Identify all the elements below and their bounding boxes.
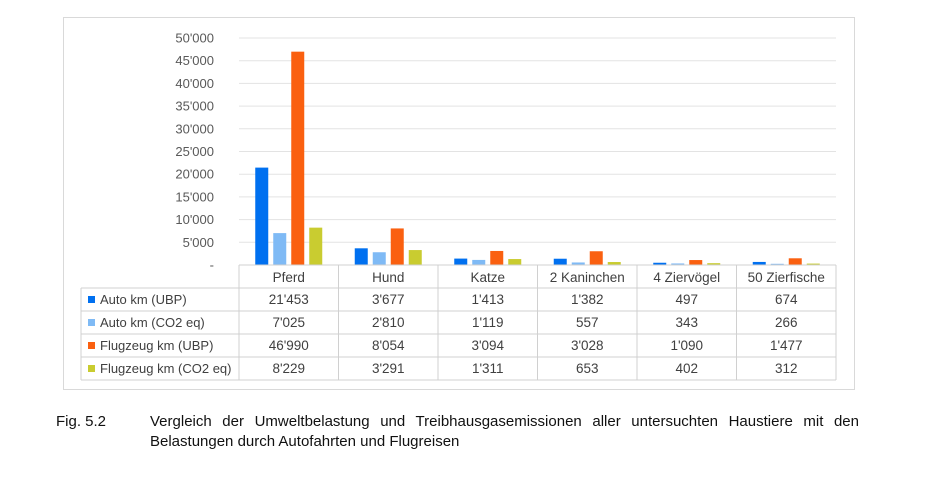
data-table-value: 1'119	[472, 315, 504, 330]
bar-2	[472, 259, 486, 265]
caption-text: Vergleich der Umweltbelastung und Treibh…	[150, 413, 859, 450]
legend-label: Auto km (UBP)	[100, 292, 187, 307]
y-tick-label: 50'000	[175, 31, 214, 46]
data-table-value: 3'291	[372, 361, 405, 376]
bar-4	[508, 259, 522, 265]
data-table-value: 312	[775, 361, 798, 376]
data-table-value: 1'413	[471, 292, 504, 307]
legend-swatch	[88, 365, 95, 372]
data-table-value: 21'453	[269, 292, 309, 307]
legend-swatch	[88, 319, 95, 326]
chart-frame: - 5'000 10'000 15'000 20'000 25'000 30'000 35'0…	[63, 17, 855, 390]
y-tick-label: 35'000	[175, 99, 214, 114]
figure-label: Fig. 5.2	[56, 413, 107, 430]
y-tick-label: 15'000	[175, 189, 214, 204]
bar-4	[309, 227, 323, 265]
data-table-value: 653	[576, 361, 599, 376]
legend-label: Auto km (CO2 eq)	[100, 315, 205, 330]
bar-1	[255, 167, 269, 265]
data-table-value: 46'990	[269, 338, 309, 353]
y-tick-label: 45'000	[175, 53, 214, 68]
y-tick-label: 5'000	[183, 235, 214, 250]
bar-chart: - 5'000 10'000 15'000 20'000 25'000 30'000 35'0…	[80, 31, 837, 381]
y-tick-label: 25'000	[175, 144, 214, 159]
data-table-value: 1'477	[770, 338, 803, 353]
bar-3	[689, 260, 703, 265]
legend-label: Flugzeug km (UBP)	[100, 338, 213, 353]
data-table-value: 7'025	[272, 315, 305, 330]
bar-4	[707, 263, 721, 265]
legend-swatch	[88, 342, 95, 349]
bar-2	[671, 263, 685, 265]
bar-1	[553, 258, 567, 265]
data-table-value: 497	[675, 292, 698, 307]
bar-3	[390, 228, 404, 265]
bar-1	[354, 248, 368, 265]
category-label: Hund	[372, 270, 404, 285]
bar-3	[490, 250, 504, 265]
category-label: Pferd	[273, 270, 305, 285]
y-tick-label: 10'000	[175, 212, 214, 227]
y-tick-label: 40'000	[175, 76, 214, 91]
bar-3	[788, 258, 802, 265]
bar-2	[770, 263, 784, 265]
bar-1	[454, 258, 468, 265]
data-table-value: 3'028	[571, 338, 604, 353]
y-tick-label: 20'000	[175, 167, 214, 182]
category-label: Katze	[470, 270, 505, 285]
bar-4	[408, 250, 422, 265]
bar-2	[273, 233, 287, 265]
bar-1	[653, 262, 667, 265]
category-label: 4 Ziervögel	[653, 270, 720, 285]
data-table-value: 1'311	[472, 361, 504, 376]
bar-2	[372, 252, 386, 265]
bar-2	[571, 262, 585, 265]
data-table-value: 1'090	[670, 338, 703, 353]
bar-3	[589, 251, 603, 265]
y-tick-label: -	[210, 258, 214, 273]
category-label: 50 Zierfische	[748, 270, 825, 285]
data-table-value: 402	[675, 361, 698, 376]
bar-1	[752, 261, 766, 265]
data-table-value: 1'382	[571, 292, 604, 307]
bar-4	[806, 263, 820, 265]
legend-swatch	[88, 296, 95, 303]
data-table-value: 343	[675, 315, 698, 330]
bar-3	[291, 51, 305, 265]
category-label: 2 Kaninchen	[550, 270, 625, 285]
bar-4	[607, 262, 621, 265]
data-table-value: 2'810	[372, 315, 405, 330]
data-table-value: 674	[775, 292, 798, 307]
data-table-value: 8'229	[272, 361, 305, 376]
data-table-value: 557	[576, 315, 599, 330]
y-tick-label: 30'000	[175, 121, 214, 136]
data-table-value: 3'677	[372, 292, 405, 307]
data-table-value: 8'054	[372, 338, 405, 353]
data-table-value: 3'094	[471, 338, 504, 353]
legend-label: Flugzeug km (CO2 eq)	[100, 361, 232, 376]
data-table-value: 266	[775, 315, 798, 330]
